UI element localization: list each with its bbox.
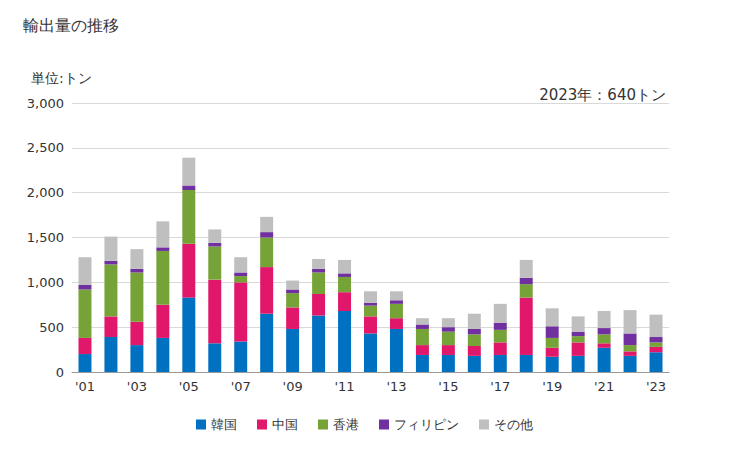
svg-text:'01: '01 xyxy=(75,379,95,394)
svg-text:'09: '09 xyxy=(283,379,303,394)
svg-text:香港: 香港 xyxy=(333,417,359,432)
svg-text:'13: '13 xyxy=(386,379,406,394)
svg-text:3,000: 3,000 xyxy=(27,96,64,111)
svg-text:中国: 中国 xyxy=(272,417,298,432)
svg-text:'03: '03 xyxy=(127,379,147,394)
svg-text:'19: '19 xyxy=(542,379,562,394)
svg-text:'21: '21 xyxy=(594,379,614,394)
svg-text:輸出量の推移: 輸出量の推移 xyxy=(23,16,119,35)
svg-text:1,500: 1,500 xyxy=(27,230,64,245)
svg-text:2023年：640トン: 2023年：640トン xyxy=(539,86,666,104)
svg-text:韓国: 韓国 xyxy=(211,417,237,432)
svg-text:単位:トン: 単位:トン xyxy=(31,70,92,86)
svg-text:0: 0 xyxy=(56,365,64,380)
svg-text:'05: '05 xyxy=(179,379,199,394)
svg-text:'23: '23 xyxy=(646,379,666,394)
svg-text:'15: '15 xyxy=(438,379,458,394)
svg-text:'07: '07 xyxy=(231,379,251,394)
svg-text:'17: '17 xyxy=(490,379,510,394)
svg-text:'11: '11 xyxy=(334,379,354,394)
svg-text:1,000: 1,000 xyxy=(27,275,64,290)
svg-text:2,500: 2,500 xyxy=(27,140,64,155)
svg-text:フィリピン: フィリピン xyxy=(394,417,459,432)
svg-text:その他: その他 xyxy=(494,417,533,432)
svg-text:500: 500 xyxy=(39,320,64,335)
svg-text:2,000: 2,000 xyxy=(27,185,64,200)
